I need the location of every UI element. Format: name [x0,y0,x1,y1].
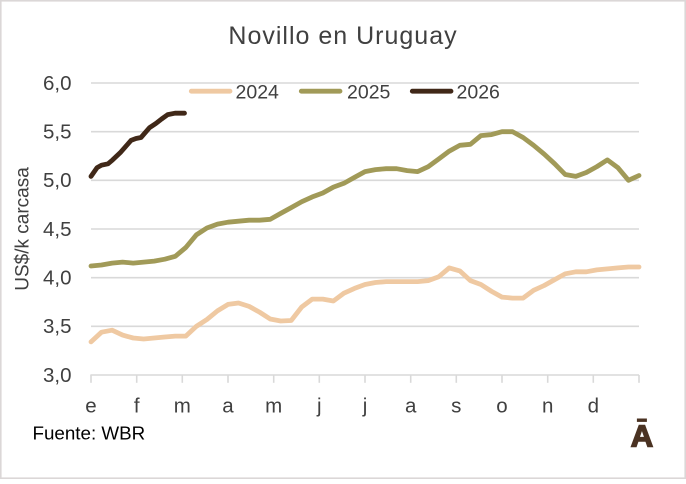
svg-text:2026: 2026 [457,82,500,104]
svg-text:Novillo en Uruguay: Novillo en Uruguay [228,22,457,50]
svg-text:4,5: 4,5 [43,218,72,241]
svg-text:3,5: 3,5 [43,315,72,338]
svg-text:5,5: 5,5 [43,121,72,144]
svg-text:a: a [405,395,417,418]
svg-text:m: m [174,395,191,418]
svg-text:2024: 2024 [236,82,280,104]
svg-text:US$/k carcasa: US$/k carcasa [13,167,34,291]
svg-text:s: s [451,395,461,418]
svg-text:A: A [631,419,653,454]
svg-text:e: e [85,395,96,418]
svg-text:Fuente: WBR: Fuente: WBR [33,423,146,444]
svg-text:5,0: 5,0 [43,169,72,192]
svg-text:a: a [222,395,234,418]
svg-text:3,0: 3,0 [43,364,72,387]
svg-text:d: d [588,395,599,418]
svg-text:4,0: 4,0 [43,267,72,290]
svg-text:o: o [496,395,507,418]
svg-text:n: n [542,395,553,418]
svg-text:j: j [316,395,322,418]
svg-text:m: m [265,395,282,418]
svg-text:j: j [362,395,368,418]
svg-text:6,0: 6,0 [43,72,72,95]
svg-text:2025: 2025 [347,82,391,104]
svg-text:f: f [134,395,140,418]
